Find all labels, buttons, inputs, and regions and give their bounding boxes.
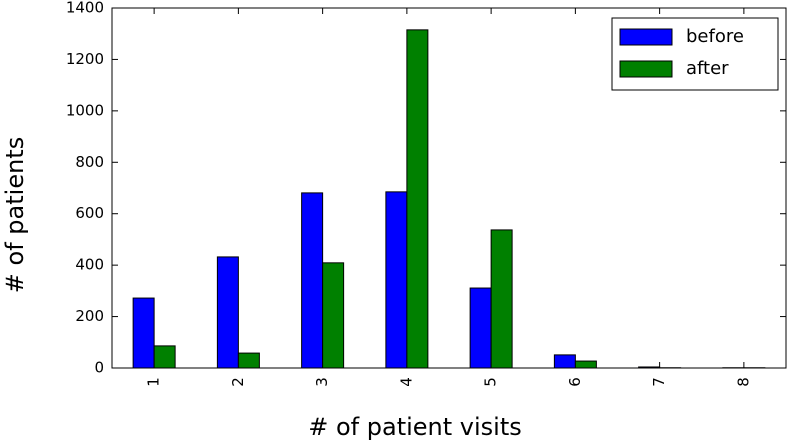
x-tick-label: 2 — [229, 377, 247, 387]
x-tick-label: 1 — [145, 377, 163, 387]
x-tick-label: 4 — [397, 377, 415, 387]
y-tick-label: 1400 — [66, 0, 104, 17]
x-tick-label: 6 — [566, 377, 584, 387]
legend-label: after — [686, 58, 729, 79]
bar — [132, 297, 155, 369]
legend-swatch — [619, 28, 673, 46]
bar — [406, 29, 429, 369]
x-tick-label: 5 — [482, 377, 500, 387]
x-tick-label: 3 — [313, 377, 331, 387]
y-tick-label: 600 — [75, 204, 104, 222]
y-tick-label: 800 — [75, 153, 104, 171]
y-tick-label: 0 — [94, 359, 104, 377]
legend-swatch — [619, 60, 673, 78]
y-tick-label: 400 — [75, 256, 104, 274]
bar — [490, 229, 513, 369]
x-tick-label: 8 — [734, 377, 752, 387]
legend-label: before — [686, 26, 744, 47]
x-axis-label: # of patient visits — [308, 413, 522, 441]
bar — [469, 287, 492, 369]
bar — [216, 256, 239, 369]
y-tick-label: 200 — [75, 307, 104, 325]
plot-frame — [111, 7, 787, 369]
bar — [385, 191, 408, 369]
y-axis-label: # of patients — [1, 137, 29, 293]
bar — [574, 360, 597, 369]
bar — [237, 352, 260, 369]
bar — [322, 262, 345, 369]
x-tick-label: 7 — [650, 377, 668, 387]
y-tick-label: 1000 — [66, 101, 104, 119]
bar — [301, 192, 324, 369]
bar — [553, 354, 576, 369]
y-tick-label: 1200 — [66, 50, 104, 68]
bar — [153, 345, 176, 369]
